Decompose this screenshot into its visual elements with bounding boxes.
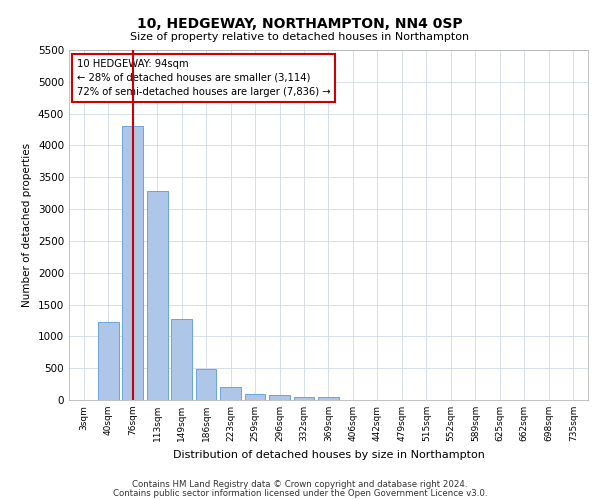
Bar xyxy=(98,322,119,400)
Bar xyxy=(171,318,192,400)
Bar xyxy=(318,397,339,400)
Text: 10, HEDGEWAY, NORTHAMPTON, NN4 0SP: 10, HEDGEWAY, NORTHAMPTON, NN4 0SP xyxy=(137,18,463,32)
Y-axis label: Number of detached properties: Number of detached properties xyxy=(22,143,32,307)
Bar xyxy=(196,370,217,400)
Text: Size of property relative to detached houses in Northampton: Size of property relative to detached ho… xyxy=(130,32,470,42)
Bar xyxy=(147,192,167,400)
Text: 10 HEDGEWAY: 94sqm
← 28% of detached houses are smaller (3,114)
72% of semi-deta: 10 HEDGEWAY: 94sqm ← 28% of detached hou… xyxy=(77,59,331,97)
Text: Contains public sector information licensed under the Open Government Licence v3: Contains public sector information licen… xyxy=(113,488,487,498)
Bar xyxy=(269,395,290,400)
Bar xyxy=(245,394,265,400)
Bar xyxy=(220,388,241,400)
Text: Contains HM Land Registry data © Crown copyright and database right 2024.: Contains HM Land Registry data © Crown c… xyxy=(132,480,468,489)
Bar xyxy=(293,396,314,400)
X-axis label: Distribution of detached houses by size in Northampton: Distribution of detached houses by size … xyxy=(173,450,484,460)
Bar xyxy=(122,126,143,400)
